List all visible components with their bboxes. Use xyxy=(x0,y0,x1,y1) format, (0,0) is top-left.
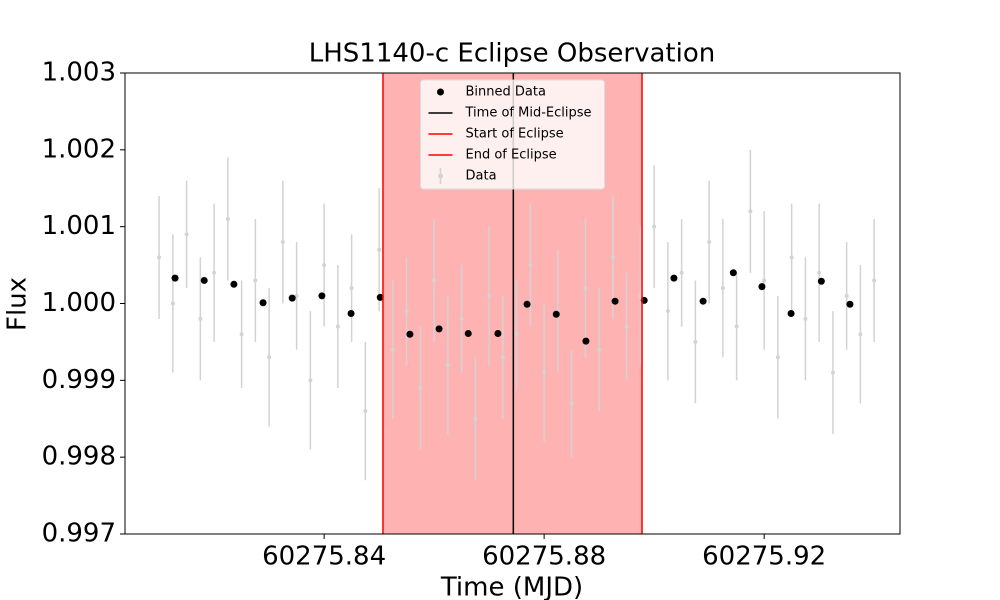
legend-label: Data xyxy=(466,169,497,184)
binned-point xyxy=(435,325,443,333)
x-axis-label: Time (MJD) xyxy=(440,573,583,600)
y-tick-label: 0.999 xyxy=(42,365,116,395)
data-point xyxy=(542,370,547,375)
data-point xyxy=(267,355,272,360)
data-point xyxy=(583,286,588,291)
data-point xyxy=(363,409,368,414)
binned-point xyxy=(347,309,355,317)
binned-point xyxy=(758,283,766,291)
binned-point xyxy=(259,299,267,307)
data-point xyxy=(665,309,670,314)
data-point xyxy=(830,370,835,375)
y-tick-label: 1.003 xyxy=(42,58,116,88)
data-point xyxy=(707,240,712,245)
legend-marker xyxy=(438,173,443,179)
data-point xyxy=(198,316,203,321)
y-tick-label: 0.998 xyxy=(42,442,116,472)
data-point xyxy=(624,324,629,329)
data-point xyxy=(335,324,340,329)
y-tick-label: 1.002 xyxy=(42,134,116,164)
legend-marker xyxy=(437,88,444,96)
data-point xyxy=(789,255,794,260)
data-point xyxy=(610,255,615,260)
y-axis-label: Flux xyxy=(3,277,33,331)
y-tick-label: 1.001 xyxy=(42,211,116,241)
binned-point xyxy=(376,293,384,301)
data-point xyxy=(239,332,244,337)
binned-point xyxy=(582,337,590,345)
binned-point xyxy=(523,300,531,308)
data-point xyxy=(528,263,533,268)
data-point xyxy=(377,247,382,252)
data-point xyxy=(157,255,162,260)
data-point xyxy=(322,263,327,268)
data-point xyxy=(294,293,299,298)
data-point xyxy=(569,401,574,406)
chart-title: LHS1140-c Eclipse Observation xyxy=(309,39,715,69)
data-point xyxy=(652,224,657,229)
data-point xyxy=(445,362,450,367)
data-point xyxy=(184,232,189,237)
binned-point xyxy=(318,292,326,300)
data-point xyxy=(253,278,258,283)
data-point xyxy=(212,270,217,275)
data-point xyxy=(473,416,478,421)
data-point xyxy=(308,378,313,383)
binned-point xyxy=(729,269,737,277)
data-point xyxy=(487,293,492,298)
binned-point xyxy=(552,310,560,318)
data-point xyxy=(170,301,175,306)
binned-point xyxy=(787,309,795,317)
y-tick-label: 0.997 xyxy=(42,519,116,549)
data-point xyxy=(858,332,863,337)
x-tick-label: 60275.88 xyxy=(482,542,606,572)
y-tick-label: 1.000 xyxy=(42,288,116,318)
data-point xyxy=(432,278,437,283)
data-point xyxy=(597,347,602,352)
legend-label: End of Eclipse xyxy=(466,148,557,163)
data-point xyxy=(459,316,464,321)
data-point xyxy=(280,240,285,245)
data-point xyxy=(693,339,698,344)
data-point xyxy=(404,309,409,314)
legend-label: Start of Eclipse xyxy=(466,127,564,142)
binned-point xyxy=(670,274,678,282)
binned-point xyxy=(288,294,296,302)
binned-point xyxy=(171,274,179,282)
data-point xyxy=(872,278,877,283)
x-tick-label: 60275.92 xyxy=(702,542,826,572)
binned-point xyxy=(230,280,238,288)
data-point xyxy=(679,270,684,275)
data-point xyxy=(500,355,505,360)
data-point xyxy=(817,270,822,275)
binned-point xyxy=(817,277,825,285)
binned-point xyxy=(494,329,502,337)
data-point xyxy=(762,278,767,283)
binned-point xyxy=(699,297,707,305)
data-point xyxy=(418,386,423,391)
legend-box xyxy=(420,79,605,190)
binned-point xyxy=(611,297,619,305)
legend-label: Binned Data xyxy=(466,85,546,100)
data-point xyxy=(720,286,725,291)
data-point xyxy=(775,355,780,360)
data-point xyxy=(748,209,753,214)
data-point xyxy=(349,286,354,291)
data-point xyxy=(803,316,808,321)
binned-point xyxy=(200,276,208,284)
x-tick-label: 60275.84 xyxy=(262,542,386,572)
binned-point xyxy=(846,300,854,308)
data-point xyxy=(844,293,849,298)
binned-point xyxy=(464,329,472,337)
binned-point xyxy=(406,330,414,338)
data-point xyxy=(514,332,519,337)
data-point xyxy=(734,324,739,329)
data-point xyxy=(225,216,230,221)
data-point xyxy=(390,347,395,352)
legend-label: Time of Mid-Eclipse xyxy=(465,106,592,121)
